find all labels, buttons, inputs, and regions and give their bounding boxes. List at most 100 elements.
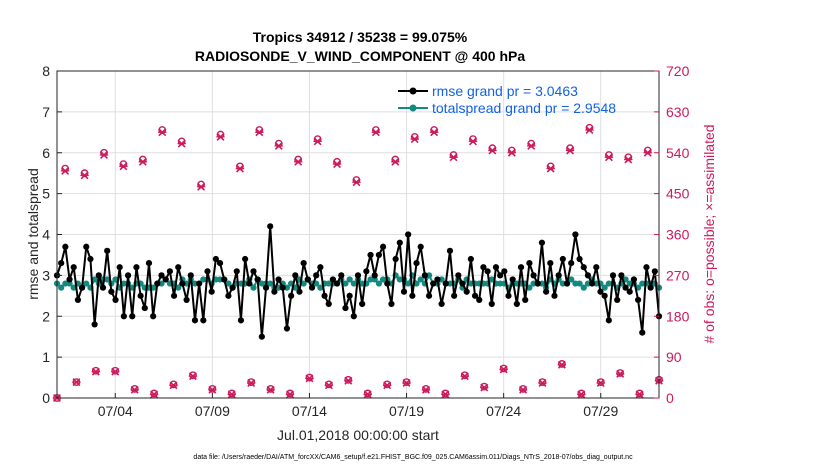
rmse-point	[74, 296, 82, 303]
obs-assimilated-marker	[344, 376, 353, 385]
obs-assimilated-marker	[604, 153, 614, 162]
obs-assimilated-marker	[499, 365, 508, 374]
rmse-point	[505, 292, 512, 299]
obs-assimilated-marker	[421, 385, 431, 394]
rmse-point	[78, 284, 86, 291]
rmse-point	[396, 239, 403, 246]
obs-assimilated-marker	[169, 381, 178, 390]
obs-assimilated-marker	[227, 390, 236, 399]
totalspread-point	[317, 284, 324, 291]
obs-assimilated-marker	[460, 372, 470, 381]
obs-assimilated-marker	[332, 160, 342, 169]
y-right-tick-label: 90	[666, 349, 682, 365]
obs-assimilated-marker	[313, 137, 322, 146]
rmse-point	[534, 280, 541, 287]
rmse-point	[141, 304, 148, 312]
rmse-point	[371, 272, 378, 279]
y-right-tick-label: 450	[666, 186, 690, 202]
obs-assimilated-marker	[266, 385, 275, 394]
rmse-point	[589, 280, 596, 287]
obs-assimilated-marker	[99, 151, 109, 159]
y-axis-right-label: # of obs: o=possible; ×=assimilated	[701, 124, 717, 343]
rmse-point	[62, 243, 69, 250]
rmse-point	[584, 272, 592, 279]
rmse-point	[221, 276, 228, 283]
rmse-point	[526, 260, 533, 267]
rmse-point	[530, 272, 537, 279]
obs-assimilated-marker	[293, 157, 303, 166]
obs-possible-marker	[460, 371, 469, 380]
obs-assimilated-marker	[196, 182, 206, 191]
obs-possible-marker	[558, 360, 566, 368]
rmse-point	[639, 329, 646, 336]
x-tick-label: 07/19	[389, 403, 424, 419]
obs-assimilated-marker	[188, 372, 198, 381]
totalspread-point	[300, 280, 307, 287]
totalspread-point	[250, 284, 257, 291]
rmse-point	[451, 292, 458, 299]
rmse-point	[538, 239, 546, 246]
y-tick-label: 0	[42, 390, 50, 406]
rmse-point	[300, 260, 307, 267]
rmse-point	[338, 272, 345, 279]
rmse-point	[513, 300, 520, 308]
rmse-point	[417, 243, 424, 250]
y-axis-right-ticks: 0 90 180 270 360 450 540 630 720	[654, 63, 690, 406]
obs-assimilated-marker	[538, 379, 547, 387]
obs-possible-marker	[519, 385, 527, 393]
rmse-point	[609, 272, 617, 279]
obs-possible-marker	[344, 375, 353, 384]
obs-possible-marker	[208, 385, 217, 393]
obs-possible-marker	[91, 366, 100, 375]
rmse-point	[104, 247, 111, 254]
rmse-point	[630, 276, 638, 283]
rmse-point	[522, 296, 529, 303]
obs-assimilated-marker	[235, 164, 245, 173]
obs-possible-marker	[286, 389, 294, 398]
x-tick-label: 07/29	[583, 403, 618, 419]
rmse-point	[618, 272, 625, 279]
obs-assimilated-marker	[149, 390, 159, 399]
rmse-point	[363, 268, 370, 275]
obs-assimilated-marker	[216, 132, 225, 141]
rmse-point	[501, 268, 508, 275]
totalspread-point	[350, 280, 357, 287]
obs-assimilated-marker	[285, 390, 295, 399]
rmse-point	[488, 300, 495, 308]
rmse-point	[120, 313, 127, 320]
totalspread-point	[346, 276, 353, 283]
obs-assimilated-marker	[324, 381, 334, 390]
rmse-point	[288, 292, 295, 299]
obs-assimilated-marker	[624, 155, 633, 164]
obs-assimilated-marker	[274, 141, 283, 150]
y-axis-label: rmse and totalspread	[25, 168, 41, 300]
rmse-point	[434, 276, 441, 283]
rmse-point	[166, 268, 173, 275]
legend-spread-marker	[409, 104, 417, 112]
rmse-point	[325, 300, 332, 308]
rmse-point	[559, 255, 566, 263]
obs-possible-marker	[480, 382, 489, 391]
rmse-point	[321, 292, 328, 299]
rmse-point	[438, 300, 445, 308]
y-tick-label: 7	[42, 104, 50, 120]
y-axis-ticks: 0 1 2 3 4 5 6 7 8	[42, 63, 62, 406]
rmse-point	[425, 292, 433, 299]
rmse-point	[108, 288, 115, 295]
rmse-point	[350, 313, 357, 320]
totalspread-point	[568, 276, 575, 283]
rmse-point	[405, 231, 412, 238]
y-tick-label: 6	[42, 145, 50, 161]
rmse-point	[342, 304, 349, 312]
rmse-point	[421, 272, 428, 279]
obs-assimilated-marker	[91, 367, 101, 376]
rmse-point	[601, 292, 608, 299]
rmse-point	[409, 292, 416, 299]
y-tick-label: 5	[42, 186, 50, 202]
obs-count-markers	[52, 123, 664, 402]
obs-assimilated-marker	[177, 139, 186, 148]
obs-assimilated-marker	[111, 367, 120, 376]
rmse-point	[292, 272, 299, 279]
obs-assimilated-marker	[130, 385, 139, 394]
